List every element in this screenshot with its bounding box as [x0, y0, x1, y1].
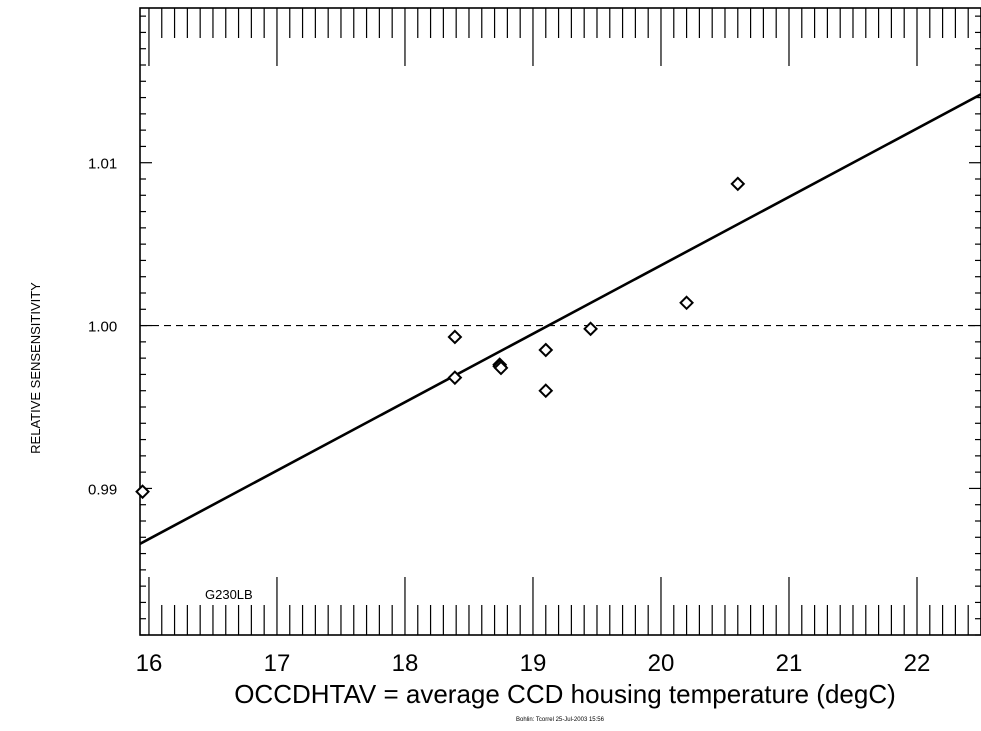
- tick-marks: [140, 8, 981, 636]
- data-point: [447, 370, 463, 386]
- data-point: [447, 329, 463, 345]
- data-point: [679, 295, 695, 311]
- y-tick-label: 0.99: [88, 481, 117, 498]
- footer-credit: Bohlin: Tcorrel 25-Jul-2003 15:56: [516, 717, 605, 723]
- data-point: [538, 342, 554, 358]
- data-point: [730, 176, 746, 192]
- plot-frame: [139, 7, 981, 636]
- data-point: [538, 383, 554, 399]
- fit-line: [139, 93, 981, 545]
- y-tick-label: 1.00: [88, 319, 117, 336]
- data-point: [135, 484, 150, 500]
- y-tick-labels: 0.99 1.00 1.01: [88, 156, 117, 499]
- y-axis-label: RELATIVE SENSENSITIVITY: [28, 282, 43, 454]
- x-tick-label: 17: [264, 650, 291, 677]
- x-tick-label: 16: [136, 650, 163, 677]
- x-tick-label: 22: [904, 650, 931, 677]
- y-tick-label: 1.01: [88, 156, 117, 173]
- data-point: [493, 360, 509, 376]
- data-point: [583, 321, 598, 337]
- x-tick-label: 18: [392, 650, 419, 677]
- x-tick-label: 21: [776, 650, 803, 677]
- x-tick-label: 19: [520, 650, 547, 677]
- x-tick-label: 20: [648, 650, 675, 677]
- chart-annotation: G230LB: [205, 587, 253, 602]
- data-points: [135, 176, 746, 500]
- x-axis-label: OCCDHTAV = average CCD housing temperatu…: [234, 679, 896, 709]
- x-tick-labels: 16 17 18 19 20 21 22: [136, 650, 931, 677]
